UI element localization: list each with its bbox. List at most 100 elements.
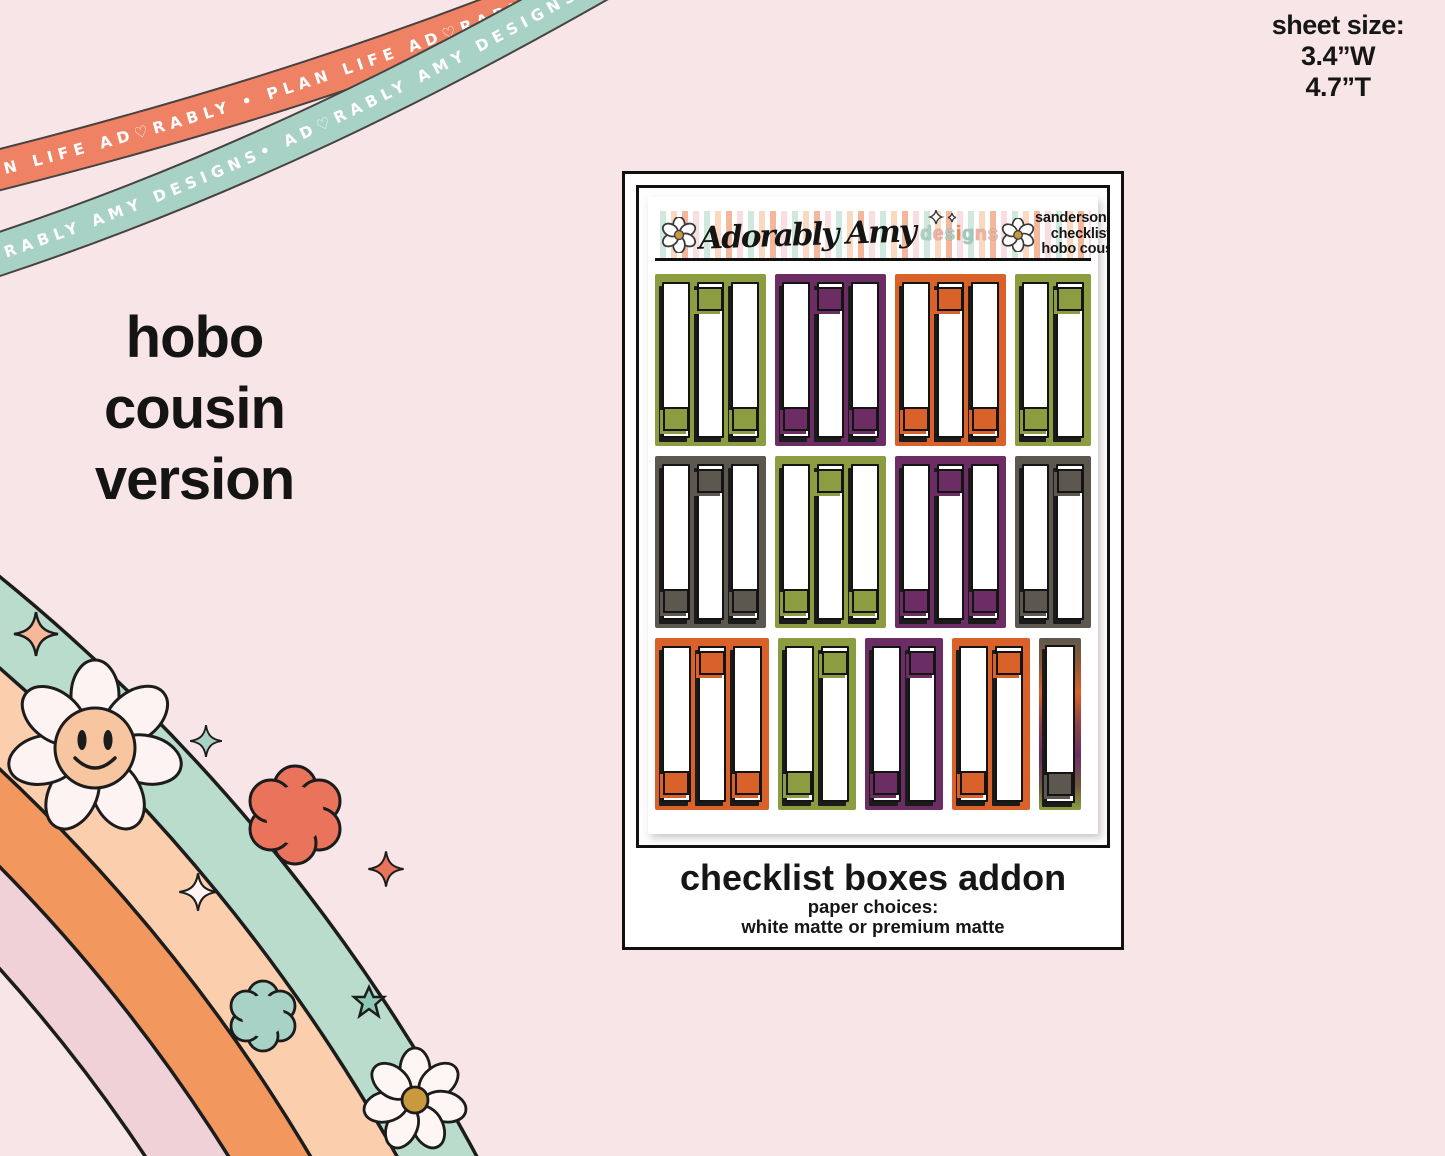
checklist-box-sticker-orange [952, 638, 1030, 810]
checkbox-square [697, 287, 724, 311]
checklist-box-sticker-gray [655, 456, 766, 628]
logo-designs-letter: s [944, 223, 956, 245]
checkbox-square [817, 287, 844, 311]
sticker-sheet-frame: Adorably Amy designs [636, 185, 1110, 848]
checkbox-square [902, 589, 929, 613]
checklist-box-sticker-orange [894, 274, 1006, 446]
checklist-column [959, 646, 988, 802]
sticker-row [655, 638, 1091, 810]
checklist-column [971, 464, 999, 620]
checklist-column [785, 646, 814, 802]
checkbox-square [786, 771, 813, 795]
brand-script-text: Adorably Amy [698, 212, 916, 257]
checkbox-square [662, 589, 689, 613]
sheet-caption: checklist boxes addon paper choices: whi… [625, 859, 1121, 937]
checkbox-square [960, 771, 987, 795]
version-label-line1: hobo [125, 305, 265, 370]
checkbox-square [734, 771, 761, 795]
checkbox-square [697, 469, 724, 493]
logo-designs-letter: d [919, 223, 933, 245]
caption-title: checklist boxes addon [679, 857, 1067, 898]
version-label: hobo cousin version [52, 302, 337, 515]
checklist-column [696, 464, 725, 620]
checklist-column [731, 282, 759, 438]
checklist-column [781, 464, 810, 620]
checklist-column [1045, 645, 1075, 803]
checklist-column [781, 282, 810, 438]
checkbox-square [732, 589, 759, 613]
checklist-box-sticker-tiedye [1039, 638, 1081, 810]
checkbox-square [782, 589, 809, 613]
checklist-column [816, 282, 845, 438]
sticker-sheet-card: Adorably Amy designs [622, 171, 1124, 950]
svg-text:AD♡RABLY AMY DESIGNS• AD♡RABLY: AD♡RABLY AMY DESIGNS• AD♡RABLY AMY DESIG… [0, 0, 621, 278]
ribbon-coral: PLAN LIFE AD♡RABLY • PLAN LIFE AD♡RABLY [0, 0, 700, 190]
checkbox-square [902, 407, 929, 431]
sparkle-icon [927, 210, 957, 225]
checkbox-square [782, 407, 809, 431]
checklist-column [820, 646, 849, 802]
sheet-title-line1: sanderson sisters [1035, 210, 1107, 227]
daisy-icon [1001, 217, 1035, 252]
checkbox-square [817, 469, 844, 493]
sticker-row [655, 456, 1092, 628]
checklist-box-sticker-purple [865, 638, 943, 810]
brand-logo: Adorably Amy designs [661, 210, 1035, 256]
sticker-row [655, 274, 1092, 446]
checkbox-square [937, 469, 964, 493]
checklist-column [901, 464, 930, 620]
checkbox-square [1057, 469, 1084, 493]
sheet-size-line2: 3.4”W [1300, 41, 1376, 71]
checklist-column [1056, 464, 1085, 620]
logo-designs-letter: i [955, 223, 962, 245]
checklist-column [662, 282, 690, 438]
version-label-line2: cousin [104, 376, 286, 441]
sticker-sheet-page: Adorably Amy designs [648, 197, 1107, 834]
checkbox-square [852, 589, 879, 613]
checkbox-square [699, 651, 725, 675]
checklist-column [907, 646, 936, 802]
caption-sub1: paper choices: [807, 896, 939, 917]
logo-designs-letter: e [932, 223, 945, 245]
sheet-title-line3: hobo cousin size [1041, 241, 1107, 258]
checklist-column [1021, 282, 1050, 438]
checklist-box-sticker-green [778, 638, 856, 810]
checkbox-square [662, 407, 689, 431]
sheet-size-line1: sheet size: [1271, 10, 1405, 40]
checkbox-square [1057, 287, 1084, 311]
checkbox-square [972, 589, 999, 613]
checklist-column [733, 646, 763, 802]
logo-designs-letter: g [961, 223, 975, 245]
checklist-column [901, 282, 930, 438]
checkbox-square [1047, 772, 1073, 796]
daisy-icon [661, 216, 697, 253]
checkbox-square [821, 651, 848, 675]
checkbox-square [995, 651, 1022, 675]
logo-designs-letter: n [974, 223, 988, 245]
checklist-box-sticker-purple [894, 456, 1006, 628]
ribbon-teal-text: AD♡RABLY AMY DESIGNS• AD♡RABLY AMY DESIG… [0, 0, 616, 278]
checklist-column [662, 464, 690, 620]
checkbox-square [873, 771, 900, 795]
ribbon-coral-text: PLAN LIFE AD♡RABLY • PLAN LIFE AD♡RABLY [0, 0, 535, 190]
checklist-column [872, 646, 901, 802]
checklist-column [662, 646, 691, 802]
checklist-column [697, 646, 727, 802]
sparkle-stars [13, 611, 404, 1020]
checklist-column [851, 282, 879, 438]
checkbox-square [908, 651, 935, 675]
checklist-box-sticker-green [1014, 274, 1092, 446]
sheet-title-block: sanderson sisters checklist boxes hobo c… [1035, 210, 1107, 258]
checklist-box-sticker-orange [655, 638, 769, 810]
version-label-line3: version [94, 447, 295, 512]
checklist-column [936, 464, 965, 620]
sheet-size-note: sheet size: 3.4”W 4.7”T [1253, 10, 1423, 103]
sticker-grid [655, 274, 1092, 810]
logo-designs: designs [919, 210, 1000, 246]
logo-designs-letter: s [987, 223, 1000, 245]
checklist-column [731, 464, 759, 620]
checkbox-square [732, 407, 759, 431]
checklist-column [1021, 464, 1050, 620]
smiley-daisy-icon [7, 658, 183, 831]
